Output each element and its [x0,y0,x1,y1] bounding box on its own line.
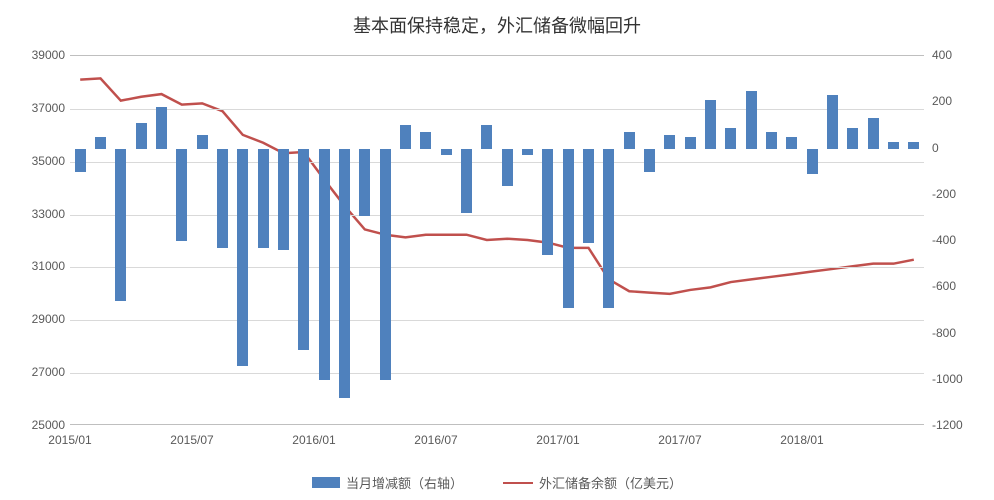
bar [359,149,370,216]
bar [298,149,309,350]
bar [197,135,208,149]
x-axis-label: 2015/01 [48,433,91,447]
legend: 当月增减额（右轴） 外汇储备余额（亿美元） [0,473,994,492]
y-right-label: 0 [932,141,982,155]
bar [400,125,411,148]
bar [441,149,452,156]
bar [420,132,431,148]
x-axis-label: 2017/01 [536,433,579,447]
x-axis-label: 2016/01 [292,433,335,447]
bar [624,132,635,148]
legend-label-bar: 当月增减额（右轴） [346,473,463,492]
chart-title: 基本面保持稳定，外汇储备微幅回升 [0,12,994,38]
gridline [70,267,924,268]
bar [176,149,187,242]
bar [868,118,879,148]
bar [847,128,858,149]
bar [644,149,655,172]
legend-item-bar: 当月增减额（右轴） [312,473,463,492]
y-left-label: 35000 [5,154,65,168]
legend-label-line: 外汇储备余额（亿美元） [539,473,682,492]
bar [908,142,919,149]
bar [502,149,513,186]
bar [786,137,797,149]
x-axis-label: 2016/07 [414,433,457,447]
gridline [70,373,924,374]
gridline [70,320,924,321]
bar [583,149,594,244]
y-right-label: -1200 [932,418,982,432]
gridline [70,109,924,110]
y-right-label: -400 [932,233,982,247]
x-axis-label: 2018/01 [780,433,823,447]
bar [95,137,106,149]
bar [237,149,248,366]
y-left-label: 33000 [5,207,65,221]
gridline [70,162,924,163]
bar [522,149,533,156]
bar [705,100,716,149]
y-left-label: 39000 [5,48,65,62]
bar [278,149,289,251]
y-left-label: 37000 [5,101,65,115]
y-right-label: -800 [932,326,982,340]
bar [319,149,330,380]
y-right-label: 400 [932,48,982,62]
line-path [80,78,914,294]
bar [136,123,147,148]
bar [807,149,818,174]
y-left-label: 31000 [5,259,65,273]
bar [888,142,899,149]
bar [746,91,757,149]
y-right-label: 200 [932,94,982,108]
legend-swatch-bar [312,477,340,488]
plot-area [70,55,924,425]
bar [75,149,86,172]
gridline [70,215,924,216]
bar [217,149,228,248]
chart-container: 基本面保持稳定，外汇储备微幅回升 25000 27000 29000 31000 330… [0,0,994,500]
x-axis-label: 2015/07 [170,433,213,447]
bar [827,95,838,148]
bar [725,128,736,149]
bar [156,107,167,149]
legend-swatch-line [503,482,533,484]
y-right-label: -600 [932,279,982,293]
bar [766,132,777,148]
y-left-label: 27000 [5,365,65,379]
legend-item-line: 外汇储备余额（亿美元） [503,473,682,492]
bar [461,149,472,214]
bar [115,149,126,302]
bar [664,135,675,149]
bar [258,149,269,248]
bar [563,149,574,309]
y-left-label: 29000 [5,312,65,326]
y-left-label: 25000 [5,418,65,432]
bar [542,149,553,255]
x-axis-label: 2017/07 [658,433,701,447]
bar [380,149,391,380]
y-right-label: -200 [932,187,982,201]
bar [339,149,350,399]
bar [603,149,614,309]
y-right-label: -1000 [932,372,982,386]
bar [685,137,696,149]
bar [481,125,492,148]
line-overlay [70,56,924,424]
